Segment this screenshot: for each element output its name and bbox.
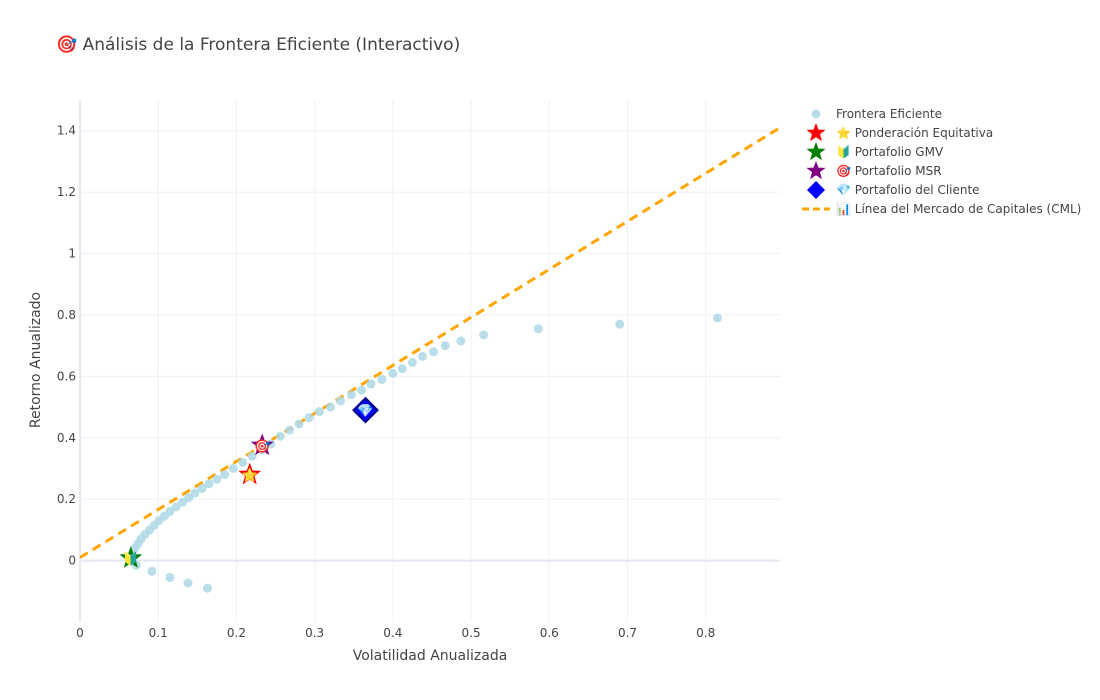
portfolio-marker: 🔰: [119, 546, 143, 568]
portfolio-star-marker: [250, 433, 274, 456]
legend-label: 🎯 Portafolio MSR: [836, 164, 942, 178]
frontier-point: [346, 390, 356, 400]
frontier-point: [197, 483, 207, 493]
frontier-point: [190, 488, 200, 498]
x-axis-ticks: 0 0.1 0.2 0.3 0.4 0.5 0.6 0.7 0.8: [76, 626, 715, 640]
y-tick-label: 0.2: [57, 492, 76, 506]
frontier-point: [202, 583, 212, 593]
frontier-point: [712, 313, 722, 323]
x-tick-label: 0.6: [540, 626, 559, 640]
frontier-point: [165, 506, 175, 516]
legend-item[interactable]: Frontera Eficiente: [811, 107, 942, 121]
frontier-point: [325, 402, 335, 412]
legend-star-symbol: [806, 142, 826, 161]
frontier-point: [184, 493, 194, 503]
grid-lines: [80, 100, 780, 622]
y-tick-label: 1: [68, 247, 76, 261]
x-tick-label: 0.3: [305, 626, 324, 640]
frontier-point: [204, 479, 214, 489]
frontier-point: [615, 319, 625, 329]
y-tick-label: 0.4: [57, 431, 76, 445]
legend-label: 💎 Portafolio del Cliente: [836, 183, 980, 197]
frontier-point: [314, 407, 324, 417]
cml-line-layer: [79, 126, 781, 559]
frontier-point: [418, 351, 428, 361]
portfolio-markers-layer: ⭐ 🔰 🎯 💎: [119, 396, 379, 568]
frontier-point: [220, 470, 230, 480]
y-tick-label: 1.2: [57, 185, 76, 199]
frontier-point: [147, 566, 157, 576]
legend-circle-symbol: [811, 109, 821, 119]
y-axis-title: Retorno Anualizado: [28, 292, 44, 428]
frontier-point: [479, 330, 489, 340]
x-tick-label: 0.2: [227, 626, 246, 640]
frontier-point: [275, 431, 285, 441]
legend-label: Frontera Eficiente: [836, 107, 942, 121]
frontier-point: [212, 474, 222, 484]
x-tick-label: 0.4: [383, 626, 402, 640]
x-tick-label: 0.1: [149, 626, 168, 640]
legend-star-symbol: [806, 161, 826, 180]
portfolio-marker: 🎯: [250, 433, 274, 456]
y-tick-label: 1.4: [57, 124, 76, 138]
frontier-point: [228, 463, 238, 473]
legend-item[interactable]: 📊 Línea del Mercado de Capitales (CML): [802, 202, 1081, 216]
frontier-point: [304, 413, 314, 423]
legend-item[interactable]: 🔰 Portafolio GMV: [806, 142, 944, 161]
legend-label: 📊 Línea del Mercado de Capitales (CML): [836, 202, 1081, 216]
frontier-point: [247, 451, 257, 461]
x-tick-label: 0.5: [462, 626, 481, 640]
zero-lines: [79, 100, 780, 622]
frontier-point: [238, 457, 248, 467]
portfolio-emoji: 💎: [357, 404, 373, 419]
x-tick-label: 0: [76, 626, 84, 640]
frontier-point: [177, 497, 187, 507]
legend[interactable]: Frontera Eficiente ⭐ Ponderación Equitati…: [802, 107, 1081, 216]
frontier-point: [407, 358, 417, 368]
frontier-point: [377, 374, 387, 384]
frontier-point: [183, 578, 193, 588]
frontier-point: [397, 364, 407, 374]
legend-item[interactable]: ⭐ Ponderación Equitativa: [806, 123, 993, 142]
y-axis-ticks: 0 0.2 0.4 0.6 0.8 1 1.2 1.4: [57, 124, 76, 568]
portfolio-marker: 💎: [352, 396, 379, 424]
frontier-point: [456, 336, 466, 346]
legend-label: ⭐ Ponderación Equitativa: [836, 126, 993, 140]
chart-title: 🎯 Análisis de la Frontera Eficiente (Int…: [56, 35, 460, 55]
legend-label: 🔰 Portafolio GMV: [836, 145, 944, 159]
frontier-point: [285, 425, 295, 435]
portfolio-emoji: 🔰: [123, 551, 139, 567]
legend-item[interactable]: 💎 Portafolio del Cliente: [807, 181, 980, 199]
cml-line: [79, 126, 781, 559]
legend-item[interactable]: 🎯 Portafolio MSR: [806, 161, 942, 180]
frontier-point: [440, 341, 450, 351]
frontier-point: [388, 368, 398, 378]
x-tick-label: 0.8: [696, 626, 715, 640]
frontier-point: [366, 379, 376, 389]
frontier-point: [429, 347, 439, 357]
y-tick-label: 0.6: [57, 369, 76, 383]
x-axis-title: Volatilidad Anualizada: [353, 648, 508, 664]
x-tick-label: 0.7: [618, 626, 637, 640]
frontier-points-layer: [130, 313, 722, 593]
portfolio-diamond-marker: [352, 396, 379, 424]
frontier-point: [294, 419, 304, 429]
y-tick-label: 0: [68, 554, 76, 568]
portfolio-star-marker: [119, 546, 143, 568]
portfolio-marker: ⭐: [238, 462, 262, 485]
legend-star-symbol: [806, 123, 826, 142]
portfolio-star-marker: [238, 462, 262, 485]
portfolio-emoji: ⭐: [242, 468, 258, 484]
frontier-point: [357, 385, 367, 395]
frontier-point: [533, 324, 543, 334]
legend-diamond-symbol: [807, 181, 825, 199]
frontier-point: [335, 396, 345, 406]
y-tick-label: 0.8: [57, 308, 76, 322]
portfolio-emoji: 🎯: [254, 438, 270, 454]
frontier-point: [165, 572, 175, 582]
frontier-point: [171, 502, 181, 512]
